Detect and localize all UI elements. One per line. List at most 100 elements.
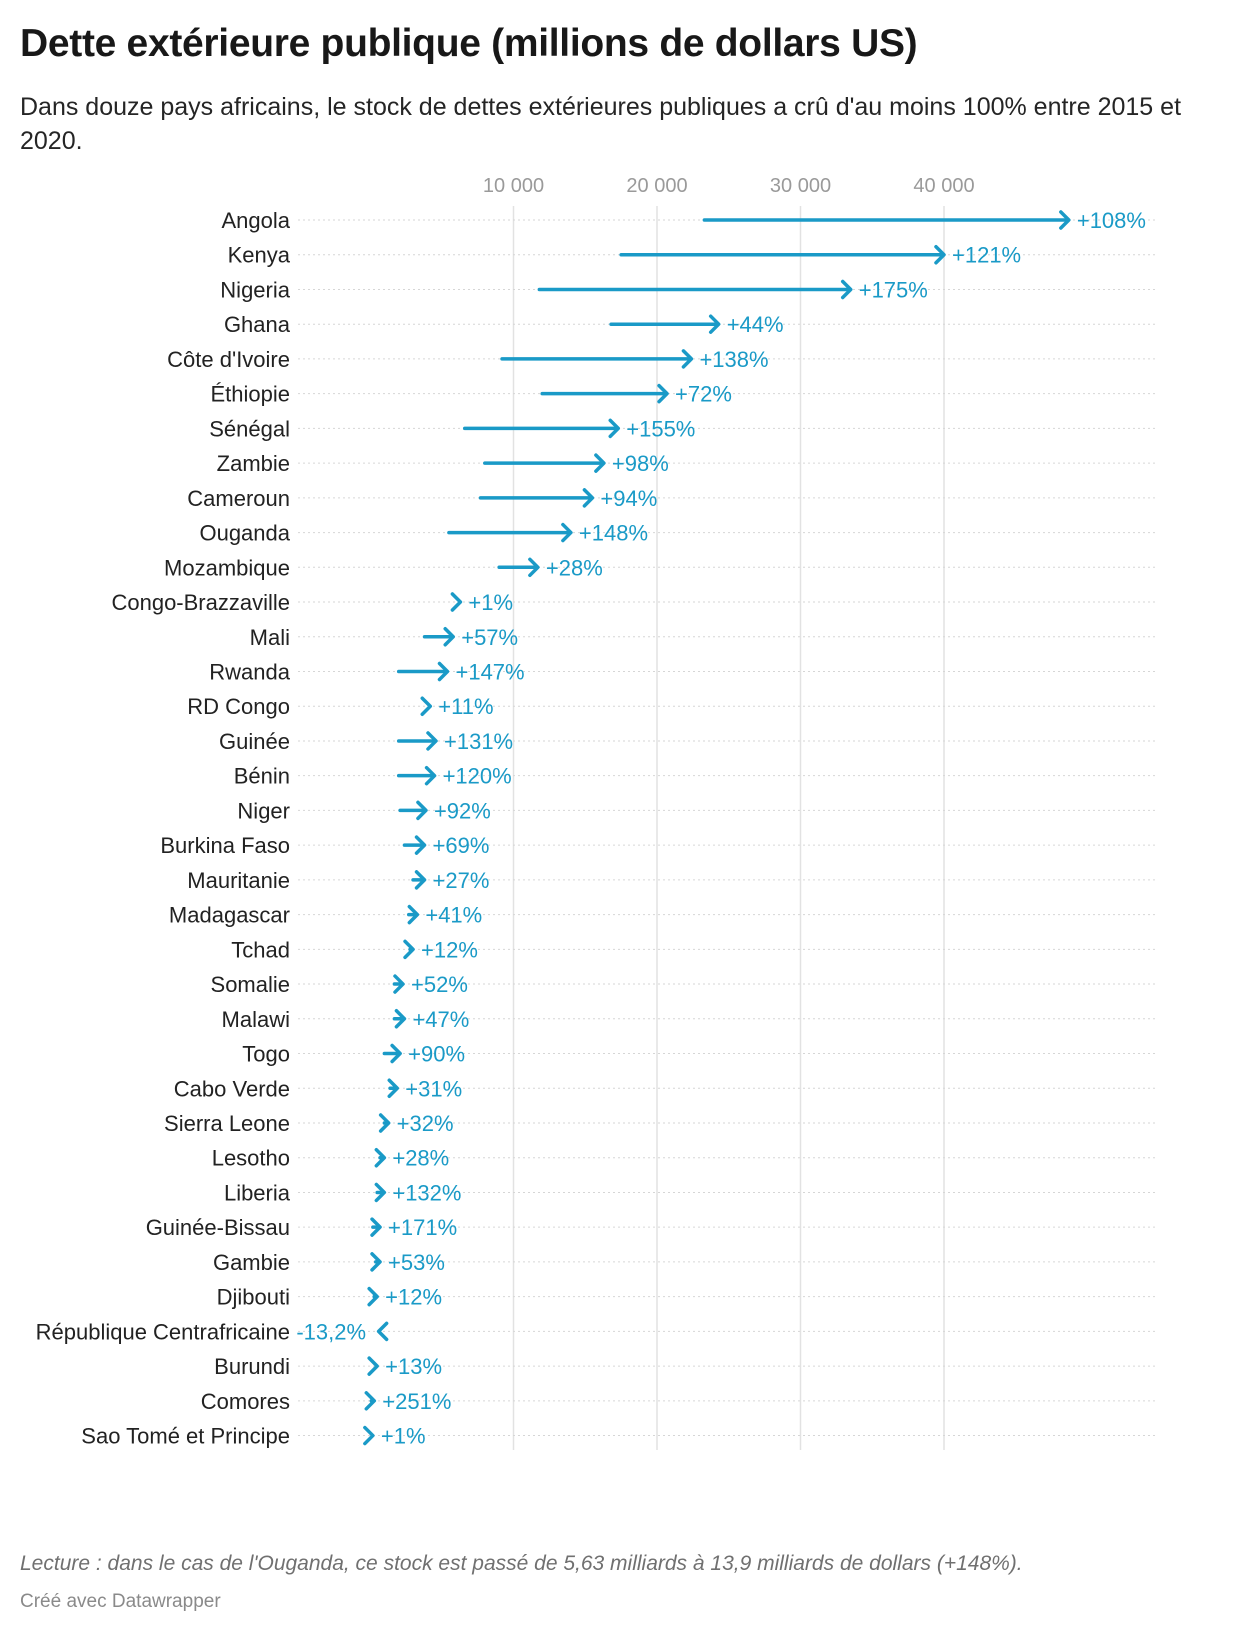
country-label: Congo-Brazzaville <box>111 590 290 615</box>
arrow-head <box>582 488 595 508</box>
arrow-head <box>364 1391 377 1411</box>
country-label: Bénin <box>234 764 290 789</box>
arrow-head <box>367 1356 379 1376</box>
arrow-head <box>420 696 433 716</box>
arrow-head <box>934 244 946 265</box>
arrow-head <box>367 1286 379 1307</box>
change-label: +90% <box>408 1042 465 1067</box>
arrow-head <box>403 939 415 960</box>
change-label: +120% <box>443 764 512 789</box>
country-label: Guinée-Bissau <box>146 1215 290 1240</box>
arrow-head <box>840 279 853 300</box>
change-label: +121% <box>952 243 1021 268</box>
country-label: Mozambique <box>164 555 290 580</box>
arrow-head <box>407 904 420 925</box>
country-label: Togo <box>242 1042 290 1067</box>
country-label: Nigeria <box>220 277 290 302</box>
arrow-head <box>414 870 427 890</box>
arrow-head <box>424 765 437 786</box>
change-label: +147% <box>455 659 524 684</box>
change-label: +132% <box>392 1180 461 1205</box>
chart-subtitle: Dans douze pays africains, le stock de d… <box>20 93 1182 155</box>
country-label: Malawi <box>222 1007 290 1032</box>
country-label: Burkina Faso <box>160 833 290 858</box>
change-label: +131% <box>444 729 513 754</box>
country-label: Djibouti <box>217 1285 290 1310</box>
change-label: +92% <box>434 798 491 823</box>
arrow-head <box>450 592 463 612</box>
country-label: Angola <box>221 208 290 233</box>
arrow-head <box>426 731 438 751</box>
x-tick-label: 20 000 <box>626 175 687 197</box>
country-label: Somalie <box>211 972 290 997</box>
country-label: Guinée <box>219 729 290 754</box>
change-label: +1% <box>468 590 513 615</box>
arrow-head <box>370 1252 382 1272</box>
country-label: RD Congo <box>187 694 290 719</box>
arrow-head <box>681 349 694 369</box>
arrow-chart: 10 000 20 000 30 000 40 000 Angola +108% Kenya… <box>36 175 1158 1450</box>
change-label: +12% <box>385 1285 442 1310</box>
country-label: Niger <box>237 798 290 823</box>
arrow-head <box>1059 210 1071 230</box>
country-label: Zambie <box>217 451 290 476</box>
country-label: Cameroun <box>187 486 290 511</box>
arrow-head <box>437 661 450 682</box>
change-label: +13% <box>385 1354 442 1379</box>
chart-credit: Créé avec Datawrapper <box>20 1591 221 1612</box>
arrow-head <box>378 1113 391 1133</box>
country-label: Éthiopie <box>210 382 290 407</box>
change-label: +1% <box>381 1424 426 1449</box>
arrow-head <box>370 1217 382 1237</box>
country-label: Lesotho <box>212 1146 290 1171</box>
arrow-head <box>390 1043 402 1064</box>
change-label: +28% <box>546 555 603 580</box>
country-label: Sao Tomé et Principe <box>81 1424 290 1449</box>
arrow-head <box>387 1078 400 1098</box>
arrow-head <box>393 974 405 994</box>
country-label: Madagascar <box>169 903 290 928</box>
arrow-head <box>414 835 427 855</box>
arrow-head <box>528 557 540 578</box>
change-label: +11% <box>438 694 493 719</box>
change-label: +47% <box>412 1007 469 1032</box>
arrow-head <box>708 314 721 334</box>
country-label: Rwanda <box>209 659 290 684</box>
arrow-head <box>374 1182 387 1203</box>
country-label: Côte d'Ivoire <box>167 347 290 372</box>
change-label: +94% <box>600 486 657 511</box>
arrow-head <box>394 1009 407 1029</box>
country-label: Cabo Verde <box>174 1076 290 1101</box>
change-label: +171% <box>388 1215 457 1240</box>
change-label: +53% <box>388 1250 445 1275</box>
arrow-head <box>443 627 455 647</box>
x-tick-label: 40 000 <box>913 175 974 197</box>
arrow-head <box>561 522 573 543</box>
country-label: Kenya <box>228 243 291 268</box>
country-label: Mali <box>250 625 290 650</box>
country-label: République Centrafricaine <box>36 1319 290 1344</box>
change-label: +32% <box>397 1111 454 1136</box>
change-label: +12% <box>421 937 478 962</box>
change-label: +52% <box>411 972 468 997</box>
country-label: Ghana <box>224 312 291 337</box>
change-label: +57% <box>461 625 518 650</box>
country-label: Tchad <box>231 937 290 962</box>
change-label: +41% <box>425 903 482 928</box>
change-label: +148% <box>579 521 648 546</box>
x-tick-label: 10 000 <box>483 175 544 197</box>
change-label: +108% <box>1077 208 1146 233</box>
chart-notes: Lecture : dans le cas de l'Ouganda, ce s… <box>20 1552 1023 1575</box>
country-label: Gambie <box>213 1250 290 1275</box>
change-label: +27% <box>433 868 490 893</box>
arrow-head <box>594 453 606 473</box>
change-label: +31% <box>405 1076 462 1101</box>
country-label: Comores <box>201 1389 290 1414</box>
chart-title: Dette extérieure publique (millions de d… <box>20 22 918 65</box>
arrow-head <box>363 1425 375 1446</box>
x-tick-label: 30 000 <box>770 175 831 197</box>
change-label: +175% <box>859 277 928 302</box>
change-label: +72% <box>675 382 732 407</box>
country-label: Burundi <box>214 1354 290 1379</box>
arrow-head <box>608 418 621 439</box>
